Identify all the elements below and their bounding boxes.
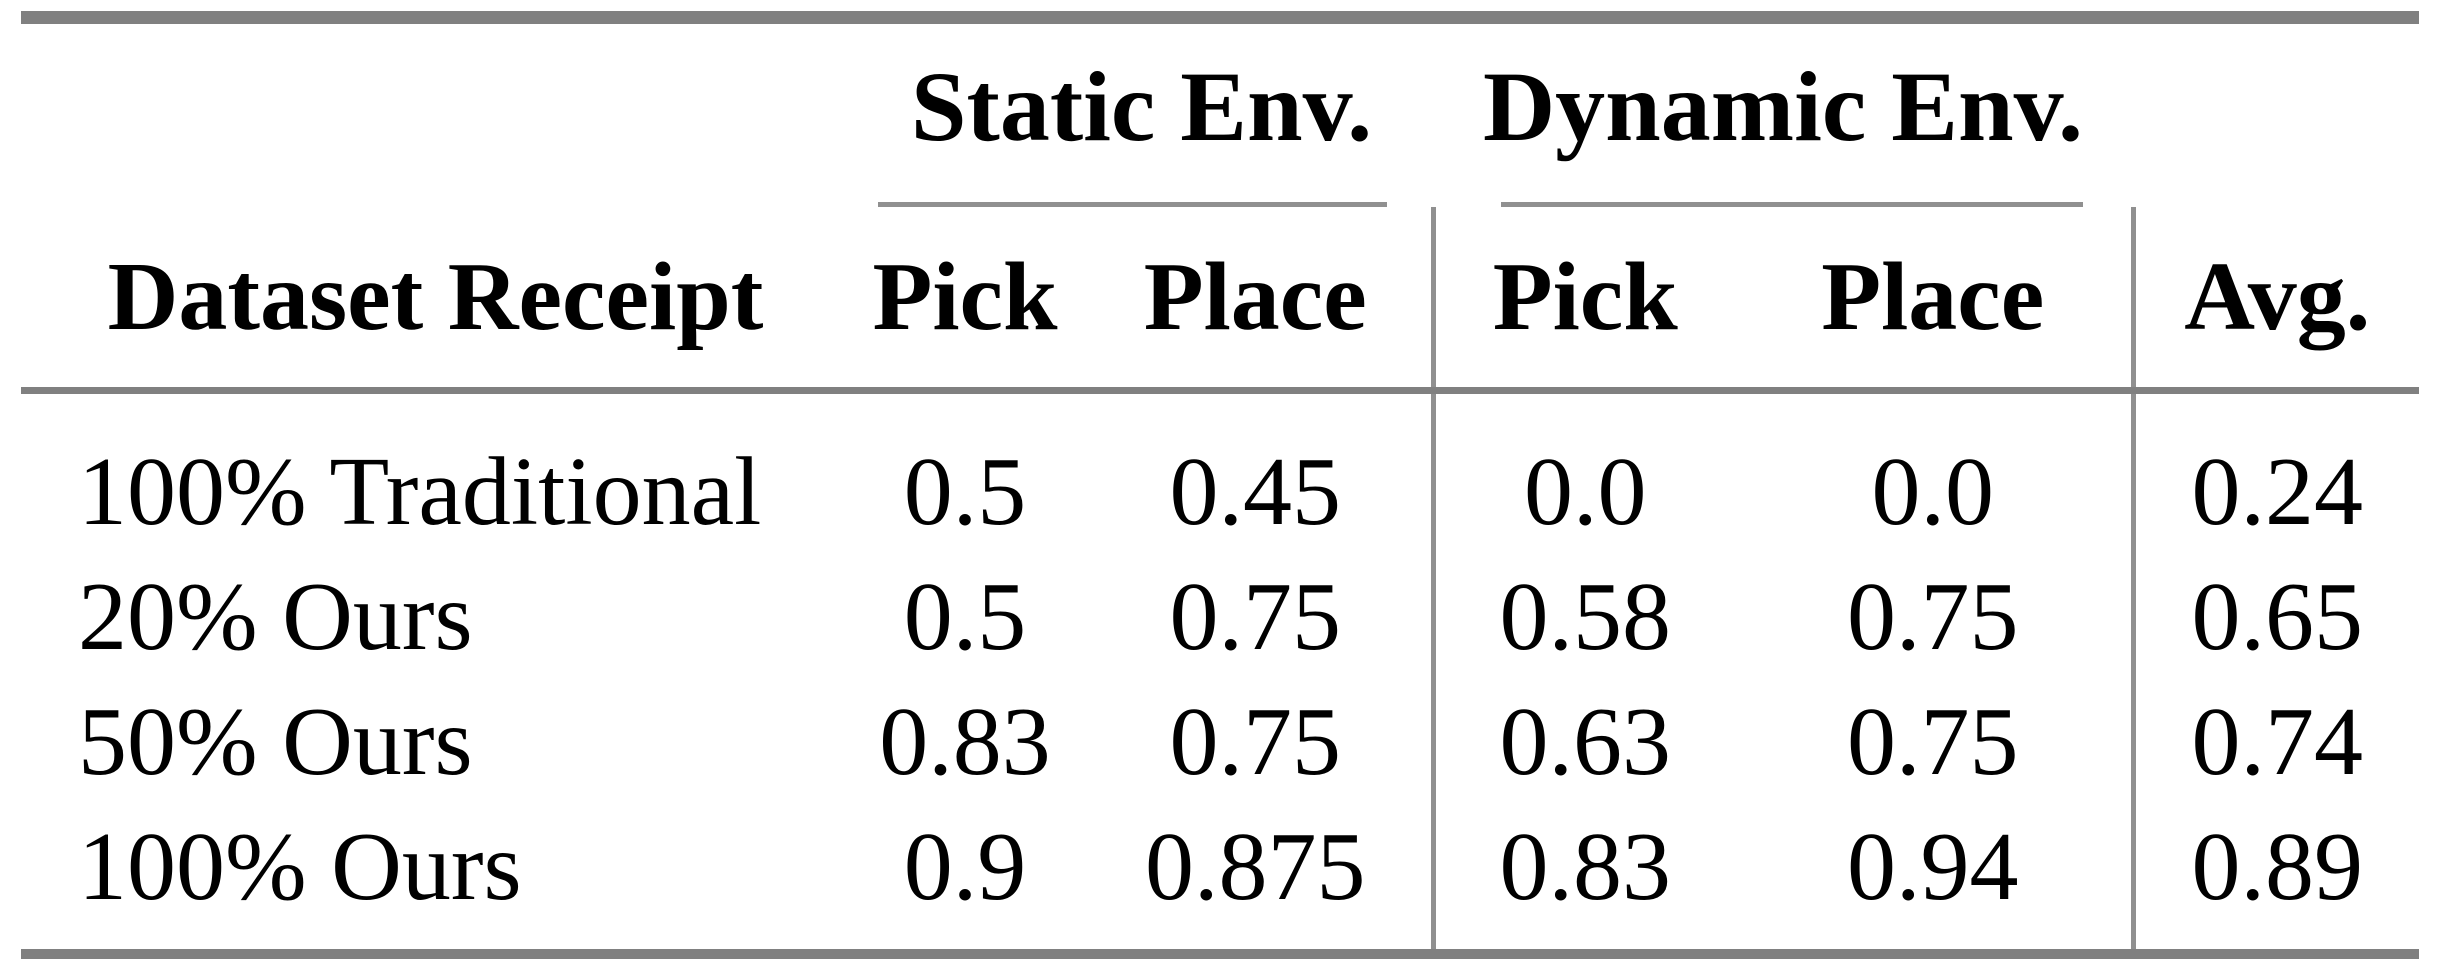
cell-dynamic-place: 0.0 bbox=[1871, 437, 1995, 546]
table-row: 20% Ours 0.5 0.75 0.58 0.75 0.65 bbox=[21, 554, 2420, 679]
col-header-avg: Avg. bbox=[2130, 207, 2420, 394]
table-row: 50% Ours 0.83 0.75 0.63 0.75 0.74 bbox=[21, 679, 2420, 804]
col-header-dynamic-place: Place bbox=[1735, 207, 2134, 394]
col-header-static-place: Place bbox=[1080, 207, 1433, 394]
cell-avg: 0.74 bbox=[2130, 679, 2420, 804]
table-row: 100% Ours 0.9 0.875 0.83 0.94 0.89 bbox=[21, 804, 2420, 954]
cell-avg: 0.65 bbox=[2130, 554, 2420, 679]
group-header-spacer-left bbox=[21, 18, 850, 208]
cmidrule-static bbox=[878, 202, 1387, 207]
cell-static-place: 0.875 bbox=[1145, 812, 1366, 921]
cell-dynamic-place: 0.75 bbox=[1847, 562, 2019, 671]
column-header-row: Dataset Receipt Pick Place Pick Place Av… bbox=[21, 207, 2420, 394]
cell-dynamic-pick: 0.83 bbox=[1430, 804, 1735, 954]
cell-static-place: 0.45 bbox=[1169, 437, 1342, 546]
cell-dynamic-pick: 0.0 bbox=[1430, 390, 1735, 554]
col-header-dataset-receipt: Dataset Receipt bbox=[21, 207, 850, 394]
cell-static-pick: 0.83 bbox=[879, 687, 1051, 796]
cell-static-pick: 0.5 bbox=[903, 437, 1027, 546]
cmidrule-dynamic bbox=[1501, 202, 2084, 207]
row-label: 20% Ours bbox=[78, 562, 473, 671]
col-header-static-pick: Pick bbox=[850, 207, 1080, 394]
cell-avg: 0.89 bbox=[2130, 804, 2420, 954]
cell-static-pick: 0.9 bbox=[903, 812, 1027, 921]
cell-dynamic-place: 0.75 bbox=[1847, 687, 2019, 796]
group-header-spacer-right bbox=[2133, 18, 2419, 208]
group-header-row: Static Env. Dynamic Env. bbox=[21, 18, 2419, 208]
cell-static-place: 0.75 bbox=[1169, 687, 1342, 796]
table-row: 100% Traditional 0.5 0.45 0.0 0.0 0.24 bbox=[21, 390, 2420, 554]
group-label-static: Static Env. bbox=[910, 51, 1373, 162]
group-label-dynamic: Dynamic Env. bbox=[1482, 51, 2084, 162]
cell-static-pick: 0.5 bbox=[903, 562, 1027, 671]
cell-dynamic-pick: 0.58 bbox=[1430, 554, 1735, 679]
cell-dynamic-pick: 0.63 bbox=[1430, 679, 1735, 804]
row-label: 50% Ours bbox=[78, 687, 473, 796]
cell-dynamic-place: 0.94 bbox=[1847, 812, 2019, 921]
cell-static-place: 0.75 bbox=[1169, 562, 1342, 671]
group-header-static: Static Env. bbox=[850, 18, 1433, 207]
col-header-dynamic-pick: Pick bbox=[1430, 207, 1735, 394]
group-header-dynamic: Dynamic Env. bbox=[1433, 18, 2133, 207]
row-label: 100% Ours bbox=[78, 812, 522, 921]
results-table: Static Env. Dynamic Env. Dataset Receipt… bbox=[21, 11, 2420, 959]
cell-avg: 0.24 bbox=[2130, 390, 2420, 554]
row-label: 100% Traditional bbox=[78, 437, 762, 546]
